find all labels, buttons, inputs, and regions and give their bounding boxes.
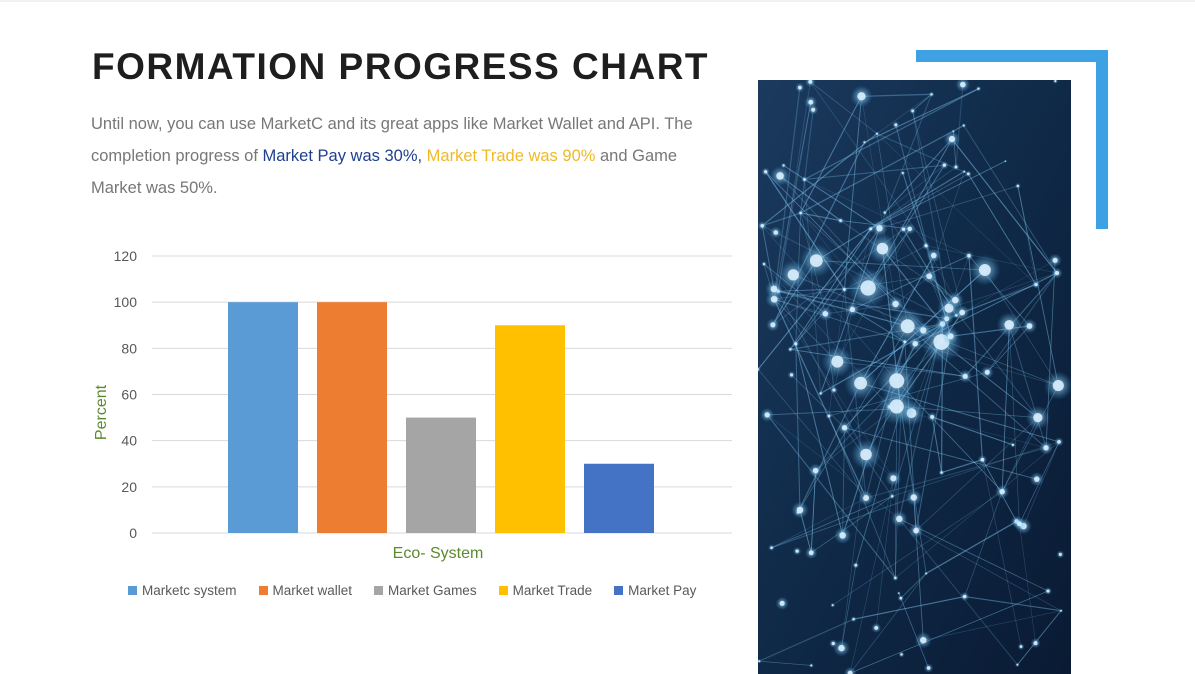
- chart-legend: Marketc system Market wallet Market Games M…: [128, 583, 696, 598]
- accent-corner-frame: [916, 50, 1108, 229]
- y-tick-label: 40: [121, 433, 137, 449]
- y-tick-label: 80: [121, 340, 137, 356]
- slide-description: Until now, you can use MarketC and its g…: [91, 108, 731, 204]
- slide-title: FORMATION PROGRESS CHART: [92, 46, 710, 87]
- legend-label: Market wallet: [272, 583, 353, 598]
- legend-swatch: [258, 586, 268, 595]
- network-nodes-photo: [758, 80, 1071, 674]
- y-tick-label: 100: [114, 294, 138, 310]
- legend-item: Market Pay: [614, 583, 696, 598]
- legend-label: Market Pay: [628, 583, 697, 598]
- network-nodes-graphic: [758, 80, 1071, 674]
- y-tick-label: 20: [121, 479, 137, 495]
- y-axis-label: Percent: [93, 384, 110, 440]
- description-text-1: Until now, you can use MarketC and its g…: [91, 115, 693, 165]
- bar-market-wallet: [317, 302, 387, 533]
- x-axis-label: Eco- System: [393, 545, 484, 562]
- description-text-3: and Game Market was 50%.: [91, 147, 678, 197]
- bar-market-pay: [584, 463, 654, 533]
- legend-swatch: [128, 586, 137, 595]
- bar-marketc-system: [228, 302, 298, 533]
- market-pay-highlight: Market Pay was 30%,: [262, 147, 423, 165]
- legend-item: Marketc system: [128, 583, 237, 598]
- top-rule: [0, 0, 1195, 2]
- legend-item: Market wallet: [258, 583, 353, 598]
- bar-market-games: [406, 417, 476, 533]
- legend-label: Market Trade: [512, 583, 593, 598]
- legend-label: Marketc system: [142, 583, 237, 598]
- chart-bars: [228, 302, 654, 533]
- y-axis-ticks: 0 20 40 60 80 100 120: [114, 248, 138, 541]
- legend-swatch: [374, 586, 384, 595]
- y-tick-label: 0: [129, 525, 137, 541]
- y-tick-label: 120: [114, 248, 138, 264]
- legend-item: Market Games: [374, 583, 477, 598]
- legend-item: Market Trade: [498, 583, 593, 598]
- legend-label: Market Games: [388, 583, 477, 598]
- progress-bar-chart: 0 20 40 60 80 100 120 Eco- System Percent: [80, 236, 740, 576]
- legend-swatch: [614, 586, 624, 595]
- chart-svg: 0 20 40 60 80 100 120 Eco- System Percent: [93, 248, 732, 562]
- market-trade-highlight: Market Trade was 90%: [426, 147, 596, 165]
- legend-swatch: [498, 586, 508, 595]
- y-tick-label: 60: [121, 387, 137, 403]
- bar-market-trade: [495, 325, 565, 533]
